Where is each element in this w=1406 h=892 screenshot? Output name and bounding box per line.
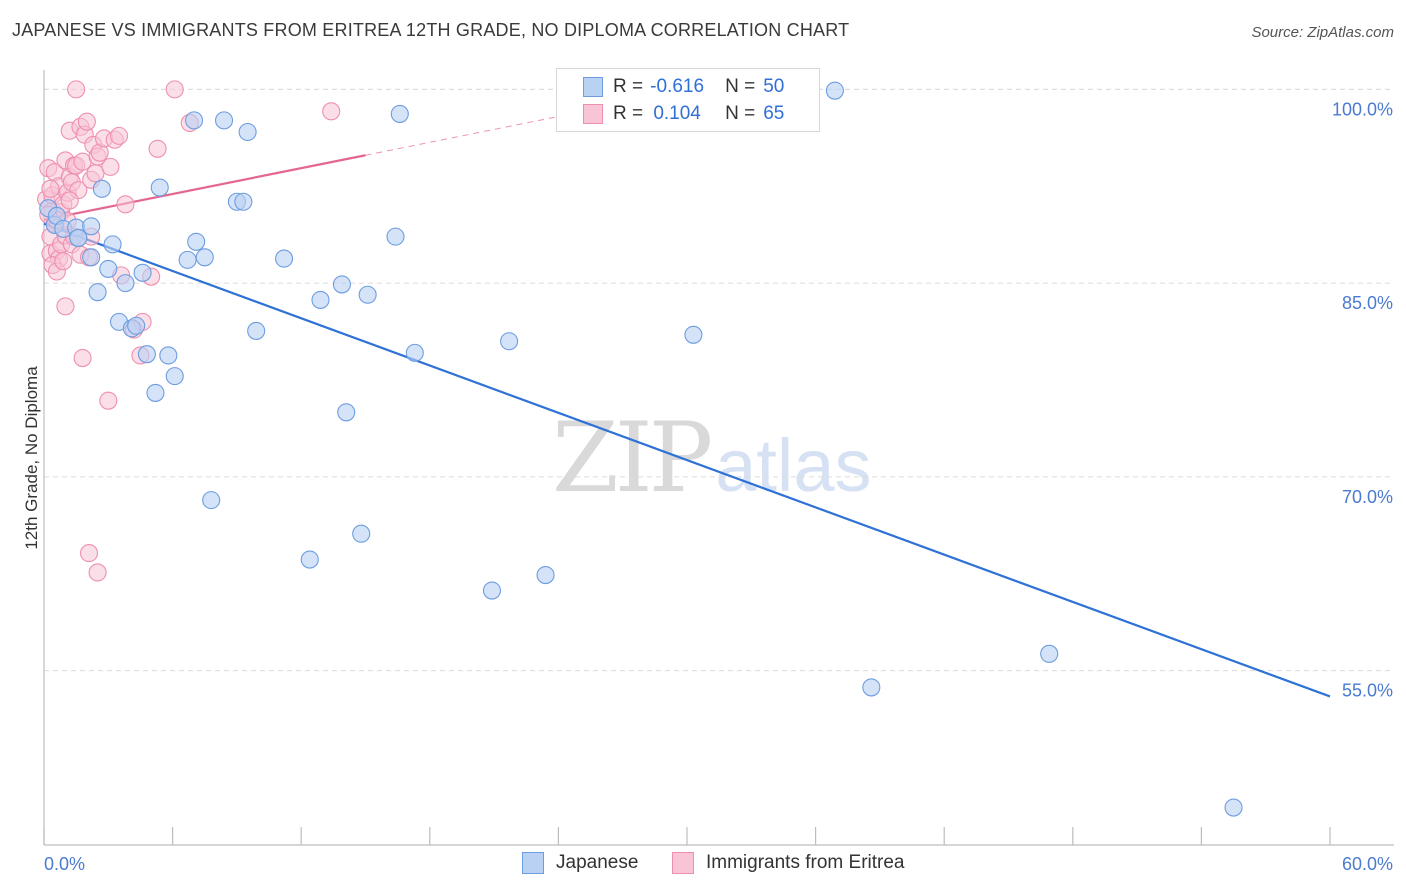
japanese-point (82, 248, 101, 267)
legend-n-label: N = (725, 103, 756, 124)
japanese-point (187, 232, 206, 251)
japanese-point (1040, 644, 1059, 663)
japanese-point (332, 275, 351, 294)
japanese-point (103, 235, 122, 254)
legend-n-value: 65 (763, 103, 785, 124)
japanese-point (195, 248, 214, 267)
y-tick-label: 70.0% (1342, 487, 1393, 507)
axes-layer (43, 70, 1394, 846)
eritrea-point (60, 191, 79, 210)
eritrea-point (73, 348, 92, 368)
japanese-point (352, 524, 371, 543)
points-layer (37, 80, 1243, 817)
japanese-point (159, 346, 178, 365)
japanese-point (482, 581, 502, 600)
labels-layer: 55.0% 70.0% 85.0% 100.0% 0.0% 60.0% 12th Grade… (22, 99, 1393, 874)
japanese-point (165, 367, 184, 386)
eritrea-point (116, 195, 135, 214)
eritrea-swatch (583, 104, 603, 124)
legend-r-label: R = (613, 76, 644, 97)
japanese-point (214, 111, 234, 130)
japanese-point (92, 179, 111, 198)
eritrea-point (56, 297, 75, 316)
eritrea-point (79, 544, 99, 563)
japanese-swatch (522, 852, 544, 874)
japanese-point (275, 249, 294, 268)
eritrea-point (322, 102, 341, 121)
eritrea-point (54, 252, 73, 271)
y-tick-label: 85.0% (1342, 293, 1393, 313)
bottom-legend-eritrea[interactable]: Immigrants from Eritrea (672, 852, 904, 874)
chart-title: JAPANESE VS IMMIGRANTS FROM ERITREA 12TH… (12, 20, 850, 40)
japanese-point (405, 343, 424, 362)
legend-n-value: 50 (763, 76, 785, 97)
japanese-point (178, 250, 197, 269)
eritrea-point (101, 157, 120, 176)
eritrea-point (109, 126, 129, 145)
japanese-point (337, 403, 356, 422)
japanese-point (146, 383, 165, 402)
grid-layer (44, 88, 1394, 672)
bottom-legend-japanese-label: Japanese (556, 852, 639, 873)
japanese-trendline (43, 222, 1331, 698)
bottom-legend: Japanese Immigrants from Eritrea (0, 852, 1406, 878)
japanese-point (238, 122, 257, 142)
japanese-point (825, 81, 844, 100)
x-tick-label: 60.0% (1342, 854, 1393, 874)
legend-row-eritrea: R = 0.104 N = 65 (583, 102, 784, 126)
japanese-swatch (583, 77, 603, 97)
japanese-point (88, 283, 107, 302)
legend-r-value: 0.104 (653, 103, 701, 124)
eritrea-point (165, 80, 184, 99)
eritrea-point (86, 164, 105, 183)
japanese-point (150, 178, 169, 197)
japanese-point (386, 227, 405, 246)
japanese-point (234, 192, 253, 211)
japanese-point (358, 285, 377, 304)
eritrea-trendline-extension (365, 116, 559, 156)
japanese-point (536, 565, 555, 585)
bottom-legend-japanese[interactable]: Japanese (522, 852, 638, 874)
japanese-point (184, 111, 204, 130)
japanese-point (82, 217, 101, 236)
japanese-point (127, 316, 146, 335)
legend-n-label: N = (725, 76, 756, 97)
source-label[interactable]: Source: ZipAtlas.com (1251, 24, 1394, 41)
eritrea-point (67, 80, 86, 99)
japanese-point (300, 550, 319, 569)
japanese-point (137, 345, 156, 364)
japanese-point (500, 332, 519, 351)
japanese-point (247, 321, 266, 340)
japanese-point (133, 263, 152, 282)
y-tick-label: 100.0% (1332, 99, 1393, 119)
japanese-point (1224, 798, 1243, 817)
legend-row-japanese: R = -0.616 N = 50 (583, 75, 784, 99)
trend-layer (43, 116, 1331, 698)
y-axis-label: 12th Grade, No Diploma (22, 366, 41, 550)
stats-legend: R = -0.616 N = 50 R = 0.104 N = 65 (556, 68, 820, 132)
japanese-point (311, 290, 330, 309)
japanese-point (684, 325, 703, 344)
japanese-point (202, 491, 221, 510)
eritrea-point (88, 563, 107, 582)
japanese-point (69, 228, 88, 247)
legend-r-label: R = (613, 103, 644, 124)
x-tick-label: 0.0% (44, 854, 85, 874)
eritrea-point (77, 112, 96, 131)
eritrea-point (41, 179, 60, 198)
y-tick-label: 55.0% (1342, 681, 1393, 701)
japanese-point (390, 104, 409, 123)
legend-r-value: -0.616 (650, 76, 705, 97)
bottom-legend-eritrea-label: Immigrants from Eritrea (706, 852, 905, 873)
japanese-point (99, 259, 118, 278)
watermark: ZIPatlas (552, 402, 872, 514)
eritrea-swatch (672, 852, 694, 874)
eritrea-point (99, 391, 118, 410)
watermark-atlas: atlas (715, 424, 872, 507)
japanese-point (862, 678, 881, 697)
japanese-point (116, 274, 135, 293)
eritrea-point (148, 139, 167, 158)
eritrea-trendline (43, 154, 366, 221)
